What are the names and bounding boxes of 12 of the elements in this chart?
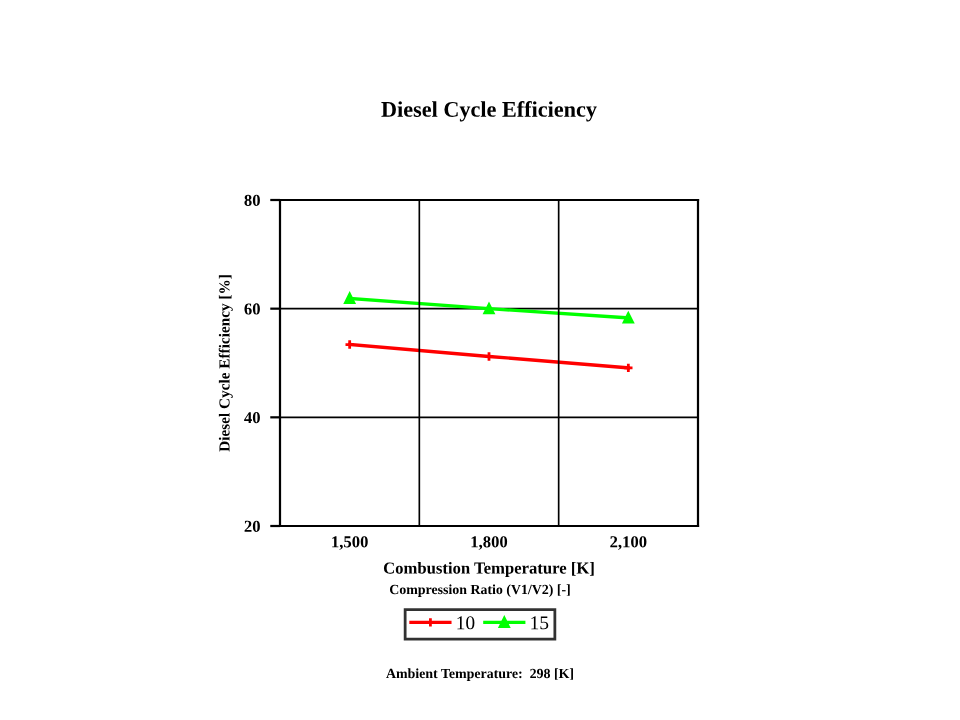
legend-label: 15	[531, 616, 549, 630]
point	[344, 292, 356, 304]
x-tick-label: 1,500	[332, 536, 368, 550]
y-tick-label: 40	[244, 412, 260, 424]
x-tick-label: 1,800	[471, 536, 508, 550]
x-tick-label: 2,100	[610, 536, 647, 550]
y-tick-label: 20	[244, 520, 260, 532]
legend-label: 10	[457, 616, 475, 630]
chart-title: Diesel Cycle Efficiency	[381, 101, 597, 122]
y-tick-label: 80	[244, 194, 260, 206]
x-axis-title: Combustion Temperature [K]	[383, 561, 594, 578]
y-tick-label: 60	[244, 303, 260, 315]
